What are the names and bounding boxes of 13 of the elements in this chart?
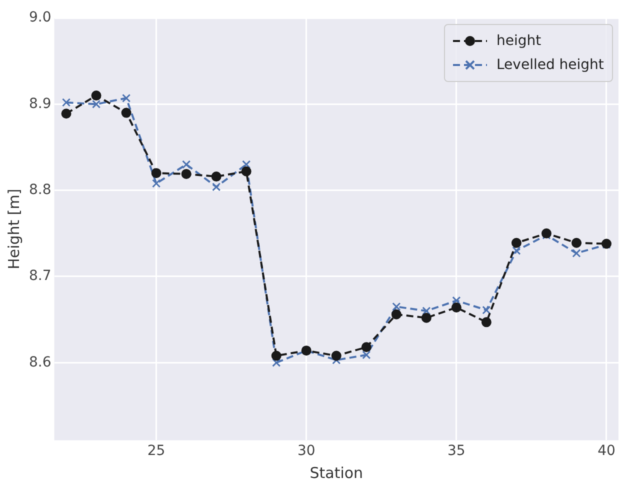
y-axis-title: Height [m]	[4, 188, 23, 270]
y-tick-label: 8.6	[29, 354, 52, 370]
legend-label: height	[496, 33, 542, 49]
x-tick-label: 35	[448, 443, 466, 460]
x-tick-label: 40	[598, 443, 616, 460]
y-tick-label: 8.7	[29, 268, 52, 284]
y-tick-label: 8.9	[29, 96, 52, 112]
y-tick-label: 9.0	[29, 10, 52, 26]
y-tick-label: 8.8	[29, 182, 52, 198]
legend-label: Levelled height	[496, 57, 604, 73]
x-tick-label: 30	[297, 443, 316, 460]
x-tick-label: 25	[147, 443, 166, 460]
x-axis-title: Station	[310, 464, 364, 482]
